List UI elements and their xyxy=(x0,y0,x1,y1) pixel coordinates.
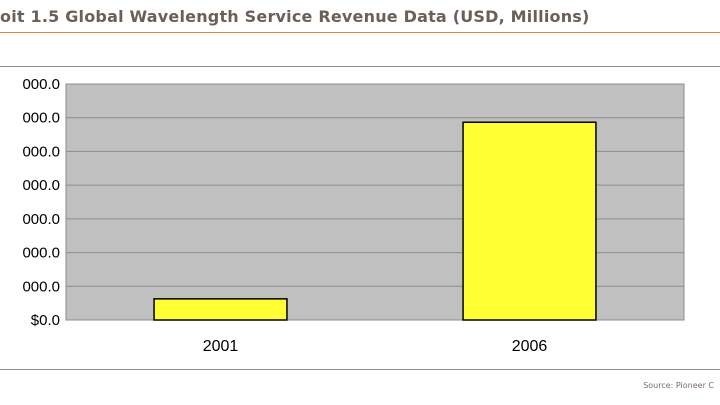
y-axis-tick-labels: $0.0 000.0 000.0 000.0 000.0 000.0 000.0 000.0 xyxy=(22,76,60,329)
y-tick-label: $0.0 xyxy=(31,312,60,329)
x-tick-label: 2006 xyxy=(512,338,548,355)
y-tick-label: 000.0 xyxy=(22,177,60,194)
x-axis-tick-labels: 2001 2006 xyxy=(203,338,548,355)
title-rule xyxy=(0,32,720,33)
y-tick-label: 000.0 xyxy=(22,110,60,127)
title-bar: oit 1.5 Global Wavelength Service Revenu… xyxy=(0,0,720,36)
x-tick-label: 2001 xyxy=(203,338,239,355)
bar-2001 xyxy=(153,298,288,321)
y-tick-label: 000.0 xyxy=(22,76,60,93)
source-note: Source: Pioneer C xyxy=(643,381,714,390)
bar-2006 xyxy=(462,121,597,321)
chart-title: oit 1.5 Global Wavelength Service Revenu… xyxy=(0,7,590,26)
y-tick-label: 000.0 xyxy=(22,278,60,295)
y-tick-label: 000.0 xyxy=(22,245,60,262)
chart-box xyxy=(0,66,720,370)
y-tick-label: 000.0 xyxy=(22,143,60,160)
bars xyxy=(153,121,597,321)
y-tick-label: 000.0 xyxy=(22,211,60,228)
